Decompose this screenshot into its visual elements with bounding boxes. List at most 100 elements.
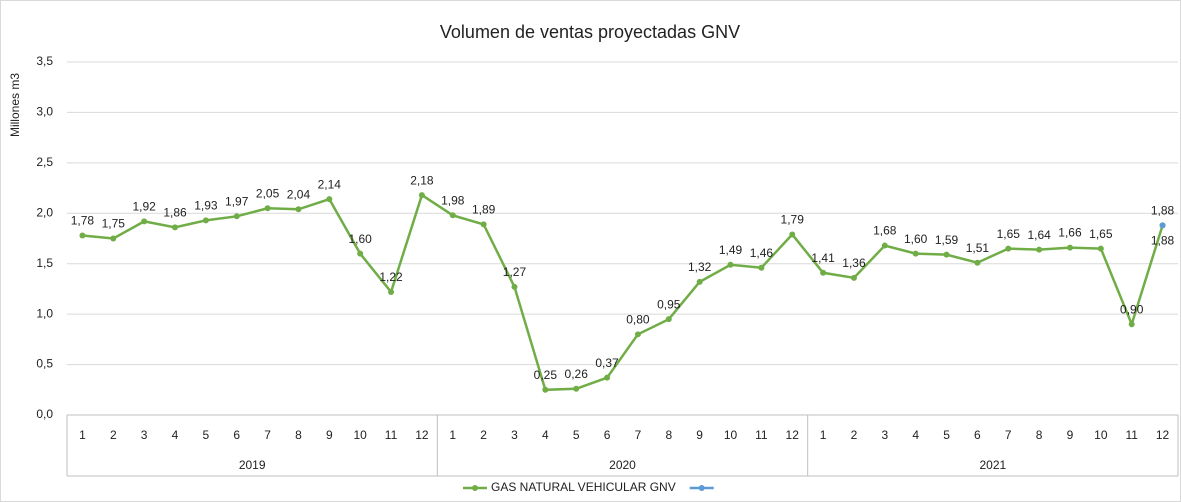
point (542, 386, 549, 393)
x-tick-label: 11 (1125, 428, 1138, 442)
y-tick-label: 2,0 (36, 205, 53, 219)
point (1097, 245, 1104, 252)
point (943, 251, 950, 258)
x-tick-label: 4 (172, 428, 179, 442)
point (79, 232, 86, 239)
data-label: 1,75 (102, 217, 126, 231)
group-label: 2020 (609, 458, 636, 472)
y-tick-label: 0,5 (36, 357, 53, 371)
point (388, 288, 395, 295)
x-tick-label: 8 (1036, 428, 1043, 442)
x-tick-label: 7 (264, 428, 271, 442)
data-label: 1,86 (163, 206, 187, 220)
y-tick-label: 3,5 (36, 54, 53, 68)
legend-marker (472, 485, 478, 491)
x-tick-label: 6 (233, 428, 240, 442)
data-label: 2,14 (318, 177, 342, 191)
x-tick-label: 9 (1067, 428, 1074, 442)
data-label: 1,92 (132, 200, 156, 214)
data-label: 1,60 (904, 232, 928, 246)
data-label: 1,51 (966, 241, 990, 255)
x-tick-label: 4 (542, 428, 549, 442)
x-tick-label: 11 (755, 428, 768, 442)
data-label: 1,97 (225, 194, 249, 208)
x-tick-label: 3 (511, 428, 518, 442)
data-label: 1,98 (441, 193, 465, 207)
x-tick-label: 6 (974, 428, 981, 442)
data-label: 1,22 (379, 270, 403, 284)
data-label: 1,64 (1027, 228, 1051, 242)
point (665, 316, 672, 323)
x-tick-label: 12 (1156, 428, 1170, 442)
point (604, 374, 611, 381)
x-tick-label: 2 (851, 428, 858, 442)
x-tick-label: 2 (480, 428, 487, 442)
data-label: 0,26 (565, 367, 589, 381)
point (820, 269, 827, 276)
x-tick-label: 1 (449, 428, 456, 442)
data-label: 2,18 (410, 173, 434, 187)
data-label: 1,65 (1089, 227, 1113, 241)
data-label: 1,36 (842, 256, 866, 270)
x-tick-label: 10 (724, 428, 738, 442)
data-label: 0,80 (626, 312, 650, 326)
data-label: 1,79 (781, 213, 805, 227)
point (110, 235, 117, 242)
y-tick-label: 1,5 (36, 256, 53, 270)
data-label: 1,68 (873, 224, 897, 238)
x-tick-label: 5 (943, 428, 950, 442)
point (1066, 244, 1073, 251)
point (789, 231, 796, 238)
data-label: 0,95 (657, 297, 681, 311)
point (850, 274, 857, 281)
y-tick-label: 3,0 (36, 105, 53, 119)
point (141, 218, 148, 225)
data-label: 2,04 (287, 187, 311, 201)
x-tick-label: 7 (635, 428, 642, 442)
x-tick-label: 1 (820, 428, 827, 442)
chart-title: Volumen de ventas proyectadas GNV (440, 22, 740, 42)
x-tick-label: 5 (573, 428, 580, 442)
point (1128, 321, 1135, 328)
x-tick-label: 12 (415, 428, 429, 442)
data-label: 1,78 (71, 214, 95, 228)
x-tick-label: 8 (665, 428, 672, 442)
y-tick-label: 1,0 (36, 306, 53, 320)
legend-label: GAS NATURAL VEHICULAR GNV (491, 480, 676, 494)
point (881, 242, 888, 249)
point (418, 192, 425, 199)
x-tick-label: 3 (881, 428, 888, 442)
data-label: 0,25 (534, 368, 558, 382)
group-label: 2021 (979, 458, 1006, 472)
x-tick-label: 6 (604, 428, 611, 442)
point (974, 259, 981, 266)
x-tick-label: 1 (79, 428, 86, 442)
series-line (82, 193, 1164, 392)
point (1159, 222, 1166, 229)
data-label: 1,65 (997, 227, 1021, 241)
point (233, 213, 240, 220)
point (264, 205, 271, 212)
point (202, 217, 209, 224)
point (758, 264, 765, 271)
point (357, 250, 364, 257)
x-tick-label: 9 (326, 428, 333, 442)
data-label: 1,66 (1058, 226, 1082, 240)
y-axis-label: Millones m3 (8, 73, 22, 137)
x-tick-label: 11 (385, 428, 398, 442)
point (295, 206, 302, 213)
point (696, 278, 703, 285)
point (634, 331, 641, 338)
data-label: 1,59 (935, 233, 959, 247)
data-label: 1,88 (1151, 204, 1175, 218)
point (1036, 246, 1043, 253)
x-tick-label: 8 (295, 428, 302, 442)
data-label: 1,49 (719, 243, 743, 257)
legend-marker (698, 485, 705, 491)
point (912, 250, 919, 257)
x-tick-label: 10 (354, 428, 368, 442)
data-label: 1,93 (194, 199, 218, 213)
point (480, 221, 487, 228)
